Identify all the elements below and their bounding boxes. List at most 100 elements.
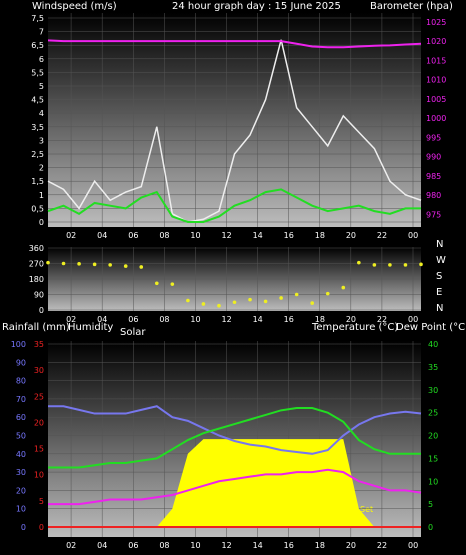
sunset-label: Set <box>360 505 373 514</box>
rainfall-tick-label: 10 <box>34 471 44 480</box>
direction-point <box>139 265 144 269</box>
direction-point <box>108 263 112 267</box>
direction-point <box>388 263 392 267</box>
direction-point <box>372 263 377 267</box>
x-tick-label: 18 <box>315 541 325 550</box>
direction-tick-label: 270 <box>29 260 44 269</box>
y-tick-label: 6 <box>39 55 44 64</box>
rainfall-tick-label: 0 <box>39 523 44 532</box>
barometer-tick-label: 1020 <box>426 37 446 46</box>
x-tick-label: 16 <box>284 315 294 324</box>
temperature-tick-label: 10 <box>428 477 438 486</box>
direction-point <box>154 281 159 286</box>
temperature-tick-label: 30 <box>428 386 438 395</box>
direction-point <box>61 261 66 266</box>
humidity-tick-label: 20 <box>16 486 26 495</box>
direction-point <box>77 262 81 266</box>
x-tick-label: 00 <box>408 231 418 240</box>
direction-point <box>123 264 128 268</box>
direction-point <box>46 260 50 265</box>
direction-point <box>419 262 423 267</box>
y-tick-label: 1 <box>39 191 44 200</box>
y-tick-label: 2 <box>39 164 44 173</box>
x-tick-label: 18 <box>315 315 325 324</box>
barometer-tick-label: 1025 <box>426 18 446 27</box>
humidity-line <box>48 405 422 455</box>
humidity-axis-label: Humidity <box>68 322 113 333</box>
direction-point <box>248 297 252 302</box>
temperature-tick-label: 15 <box>428 454 438 463</box>
y-tick-label: 3,5 <box>31 123 44 132</box>
rainfall-tick-label: 35 <box>34 340 44 349</box>
x-tick-label: 12 <box>222 541 232 550</box>
y-tick-label: 2,5 <box>31 150 44 159</box>
wind-plot-bg <box>48 13 421 227</box>
temperature-tick-label: 35 <box>428 363 438 372</box>
rainfall-axis-label: Rainfall (mm) <box>2 322 70 333</box>
direction-point <box>325 291 330 296</box>
x-tick-label: 08 <box>159 315 169 324</box>
x-tick-label: 06 <box>128 315 138 324</box>
barometer-tick-label: 1005 <box>426 95 446 104</box>
x-tick-label: 16 <box>284 541 294 550</box>
direction-point <box>92 262 97 267</box>
graph-title: 24 hour graph day : 15 June 2025 <box>172 1 341 12</box>
x-tick-label: 10 <box>190 315 200 324</box>
direction-point <box>186 298 190 303</box>
windspeed-axis-label: Windspeed (m/s) <box>32 1 117 12</box>
x-tick-label: 08 <box>159 541 169 550</box>
wind-average-line <box>47 188 421 223</box>
barometer-tick-label: 1015 <box>426 56 446 65</box>
dewpoint-line <box>48 468 422 506</box>
solar-area <box>48 439 421 527</box>
rainfall-tick-label: 5 <box>39 497 44 506</box>
x-tick-label: 00 <box>408 315 418 324</box>
temperature-line <box>48 407 421 469</box>
temperature-tick-label: 40 <box>428 340 438 349</box>
x-tick-label: 02 <box>66 541 76 550</box>
rainfall-tick-label: 30 <box>34 366 44 375</box>
direction-point <box>279 296 283 300</box>
humidity-tick-label: 100 <box>11 340 26 349</box>
direction-tick-label: 180 <box>29 275 44 284</box>
compass-label: N <box>436 303 443 314</box>
y-tick-label: 4 <box>39 109 44 118</box>
y-tick-label: 5,5 <box>31 68 44 77</box>
x-tick-label: 12 <box>222 231 232 240</box>
direction-tick-label: 90 <box>34 291 44 300</box>
direction-point <box>357 260 361 265</box>
x-tick-label: 06 <box>128 231 138 240</box>
direction-point <box>170 282 175 286</box>
x-tick-label: 04 <box>97 231 107 240</box>
barometer-tick-label: 975 <box>426 210 441 219</box>
barometer-axis-label: Barometer (hpa) <box>370 1 453 12</box>
windspeed-line <box>47 39 422 223</box>
x-tick-label: 22 <box>377 541 387 550</box>
dewpoint-axis-label: Dew Point (°C) <box>396 322 466 333</box>
barometer-tick-label: 990 <box>426 153 441 162</box>
x-tick-label: 14 <box>253 315 263 324</box>
barometer-tick-label: 980 <box>426 191 441 200</box>
rainfall-tick-label: 15 <box>34 445 44 454</box>
direction-point <box>217 303 221 308</box>
x-tick-label: 10 <box>190 231 200 240</box>
x-tick-label: 06 <box>128 541 138 550</box>
x-tick-label: 04 <box>97 541 107 550</box>
x-tick-label: 20 <box>346 231 356 240</box>
x-tick-label: 08 <box>159 231 169 240</box>
direction-point <box>263 299 268 304</box>
temperature-axis-label: Temperature (°C) <box>311 322 398 333</box>
y-tick-label: 4,5 <box>31 96 44 105</box>
direction-point <box>201 302 206 306</box>
x-tick-label: 22 <box>377 315 387 324</box>
x-tick-label: 18 <box>315 231 325 240</box>
humidity-tick-label: 90 <box>16 358 26 367</box>
y-tick-label: 7,5 <box>31 14 44 23</box>
temperature-tick-label: 5 <box>428 500 433 509</box>
y-tick-label: 3 <box>39 136 44 145</box>
x-tick-label: 20 <box>346 541 356 550</box>
barometer-tick-label: 1000 <box>426 114 446 123</box>
direction-point <box>294 292 299 297</box>
compass-label: E <box>436 287 442 298</box>
rainfall-tick-label: 20 <box>34 418 44 427</box>
